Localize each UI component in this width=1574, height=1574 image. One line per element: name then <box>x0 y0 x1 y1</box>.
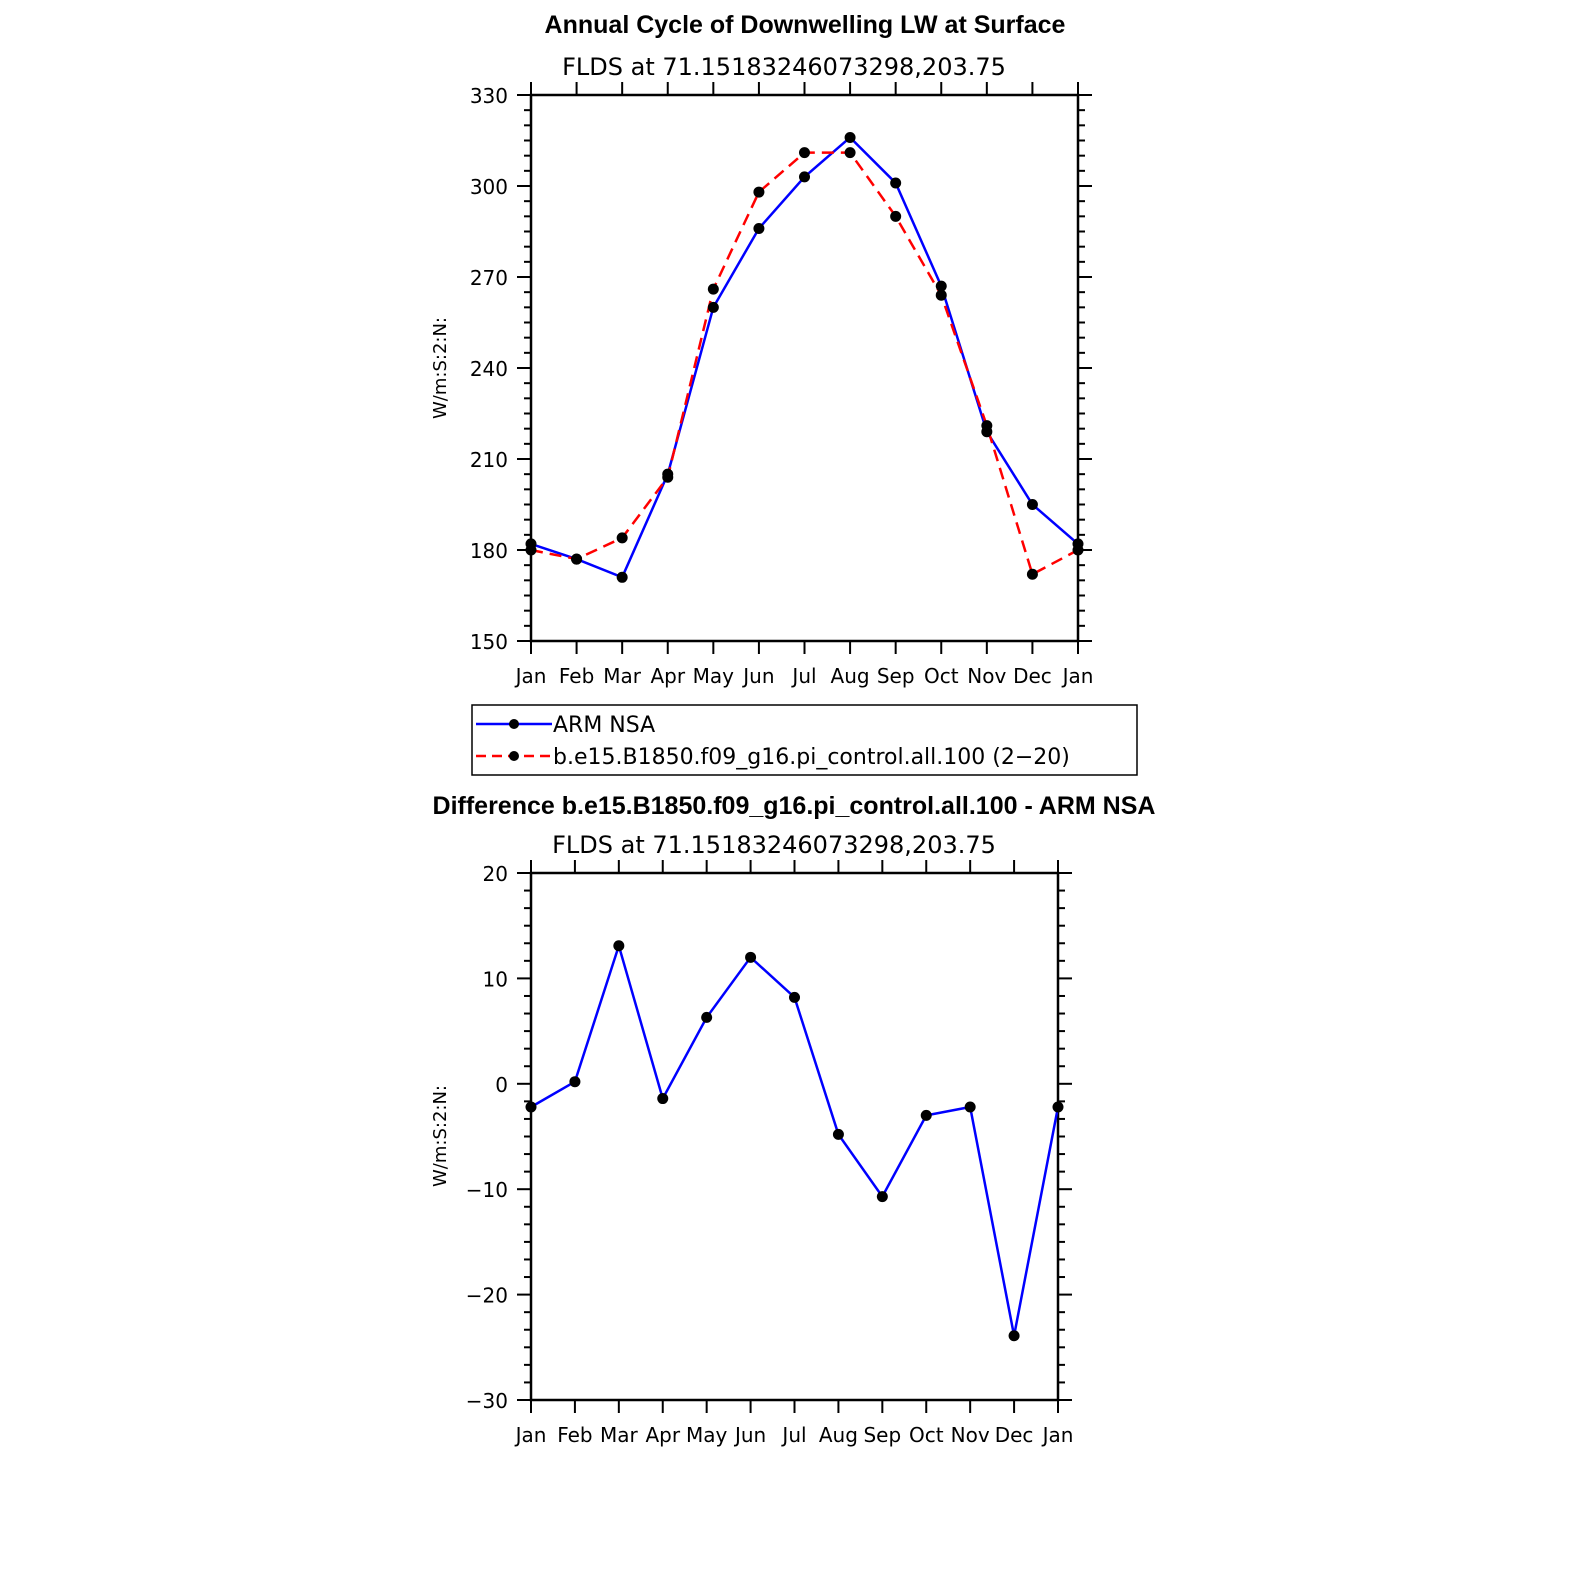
top-series-1-point <box>1072 544 1084 556</box>
bottom-series-0-point <box>569 1076 581 1088</box>
bottom-series-0-point <box>832 1128 844 1140</box>
top-x-tick-label: Jan <box>1061 664 1094 688</box>
bottom-x-tick-label: May <box>686 1423 728 1447</box>
top-series-0-point <box>890 177 902 189</box>
top-series-1-point <box>981 420 993 432</box>
top-series-1-point <box>662 471 674 483</box>
bottom-x-tick-label: Aug <box>819 1423 858 1447</box>
bottom-chart: Difference b.e15.B1850.f09_g16.pi_contro… <box>430 792 1155 1447</box>
top-series-0-point <box>935 280 947 292</box>
top-x-tick-label: Aug <box>831 664 870 688</box>
top-series-1-point <box>935 289 947 301</box>
bottom-x-tick-label: Apr <box>645 1423 680 1447</box>
top-chart: Annual Cycle of Downwelling LW at Surfac… <box>430 11 1093 688</box>
top-series-line-0 <box>530 135 1079 579</box>
top-series-1-point <box>890 210 902 222</box>
top-y-tick-label: 240 <box>470 357 508 381</box>
top-series-0-point <box>799 171 810 183</box>
top-series-line-1 <box>530 151 1079 577</box>
bottom-series-0-point <box>920 1109 932 1121</box>
bottom-x-tick-label: Mar <box>600 1423 639 1447</box>
bottom-x-tick-label: Nov <box>951 1423 990 1447</box>
bottom-x-tick-label: Jul <box>780 1423 806 1447</box>
top-series-1-point <box>1026 568 1038 580</box>
top-series-1-point <box>799 147 810 159</box>
bottom-series-0-point <box>657 1093 669 1105</box>
top-x-tick-label: Sep <box>877 664 915 688</box>
bottom-series-0-point <box>701 1011 713 1023</box>
top-y-tick-label: 270 <box>470 266 508 290</box>
top-series-1-point <box>525 544 537 556</box>
bottom-y-tick-label: −10 <box>466 1178 508 1202</box>
bottom-chart-title: Difference b.e15.B1850.f09_g16.pi_contro… <box>433 792 1156 820</box>
bottom-series-0-point <box>745 951 757 963</box>
bottom-chart-y-axis-label: W/m:S:2:N: <box>430 1085 451 1187</box>
bottom-x-tick-label: Jan <box>514 1423 547 1447</box>
bottom-x-tick-label: Sep <box>863 1423 901 1447</box>
top-series-0-point <box>1026 499 1038 510</box>
top-series-1-point <box>571 553 583 565</box>
top-series-1-point <box>616 532 628 544</box>
bottom-series-0-point <box>525 1101 537 1113</box>
top-y-tick-label: 330 <box>470 84 508 108</box>
bottom-chart-axes: −30 −20 −10 0 10 20 Jan Feb Mar Apr May Jun Jul Aug Se… <box>466 860 1074 1447</box>
top-chart-series <box>525 131 1084 583</box>
top-x-tick-label: Oct <box>924 664 959 688</box>
top-chart-title: Annual Cycle of Downwelling LW at Surfac… <box>545 11 1066 39</box>
bottom-x-tick-label: Feb <box>557 1423 592 1447</box>
top-x-tick-label: Jun <box>741 664 774 688</box>
bottom-y-tick-label: −30 <box>466 1389 508 1413</box>
top-y-tick-label: 300 <box>470 175 508 199</box>
bottom-series-0-point <box>789 991 800 1003</box>
top-x-tick-label: Dec <box>1013 664 1052 688</box>
top-series-1-point <box>753 186 765 198</box>
top-x-tick-label: Feb <box>559 664 594 688</box>
bottom-chart-subtitle: FLDS at 71.15183246073298,203.75 <box>552 831 996 859</box>
top-series-0-point <box>753 222 765 234</box>
legend-label-arm-nsa: ARM NSA <box>553 713 655 738</box>
bottom-series-0-point <box>613 940 625 952</box>
top-series-1-point <box>707 283 719 295</box>
legend: ARM NSA b.e15.B1850.f09_g16.pi_control.a… <box>471 704 1138 776</box>
top-chart-axes: 150 180 210 240 270 300 330 Jan Feb Mar Apr May Jun J… <box>470 82 1094 688</box>
bottom-series-line-0 <box>530 941 1060 1336</box>
bottom-y-tick-label: 20 <box>483 862 508 886</box>
bottom-y-tick-label: 0 <box>495 1073 508 1097</box>
legend-marker-arm-nsa <box>509 719 519 729</box>
bottom-x-tick-label: Jun <box>733 1423 766 1447</box>
top-y-tick-label: 210 <box>470 448 508 472</box>
bottom-chart-series <box>525 940 1064 1342</box>
top-series-0-point <box>844 131 856 143</box>
bottom-x-tick-label: Jan <box>1041 1423 1074 1447</box>
top-series-0-point <box>616 571 628 583</box>
bottom-x-tick-label: Dec <box>995 1423 1034 1447</box>
bottom-series-0-point <box>964 1101 976 1113</box>
top-x-tick-label: Jul <box>790 664 816 688</box>
top-y-tick-label: 150 <box>470 630 508 654</box>
bottom-series-0-point <box>876 1191 888 1203</box>
top-x-tick-label: May <box>693 664 735 688</box>
bottom-series-0-point <box>1008 1330 1020 1342</box>
legend-marker-model <box>509 751 519 761</box>
bottom-y-tick-label: 10 <box>483 967 508 991</box>
top-x-tick-label: Jan <box>514 664 547 688</box>
top-y-tick-label: 180 <box>470 539 508 563</box>
bottom-series-0-point <box>1052 1101 1064 1113</box>
top-x-tick-label: Apr <box>650 664 685 688</box>
bottom-plot-frame <box>529 871 1060 1402</box>
top-chart-subtitle: FLDS at 71.15183246073298,203.75 <box>562 53 1006 81</box>
legend-label-model: b.e15.B1850.f09_g16.pi_control.all.100 (… <box>553 745 1070 770</box>
top-series-1-point <box>844 147 856 159</box>
top-series-0-point <box>707 301 719 313</box>
top-chart-y-axis-label: W/m:S:2:N: <box>430 317 451 419</box>
bottom-y-tick-label: −20 <box>466 1284 508 1308</box>
legend-box <box>471 704 1138 776</box>
bottom-x-tick-label: Oct <box>909 1423 944 1447</box>
top-x-tick-label: Nov <box>967 664 1006 688</box>
top-x-tick-label: Mar <box>603 664 642 688</box>
